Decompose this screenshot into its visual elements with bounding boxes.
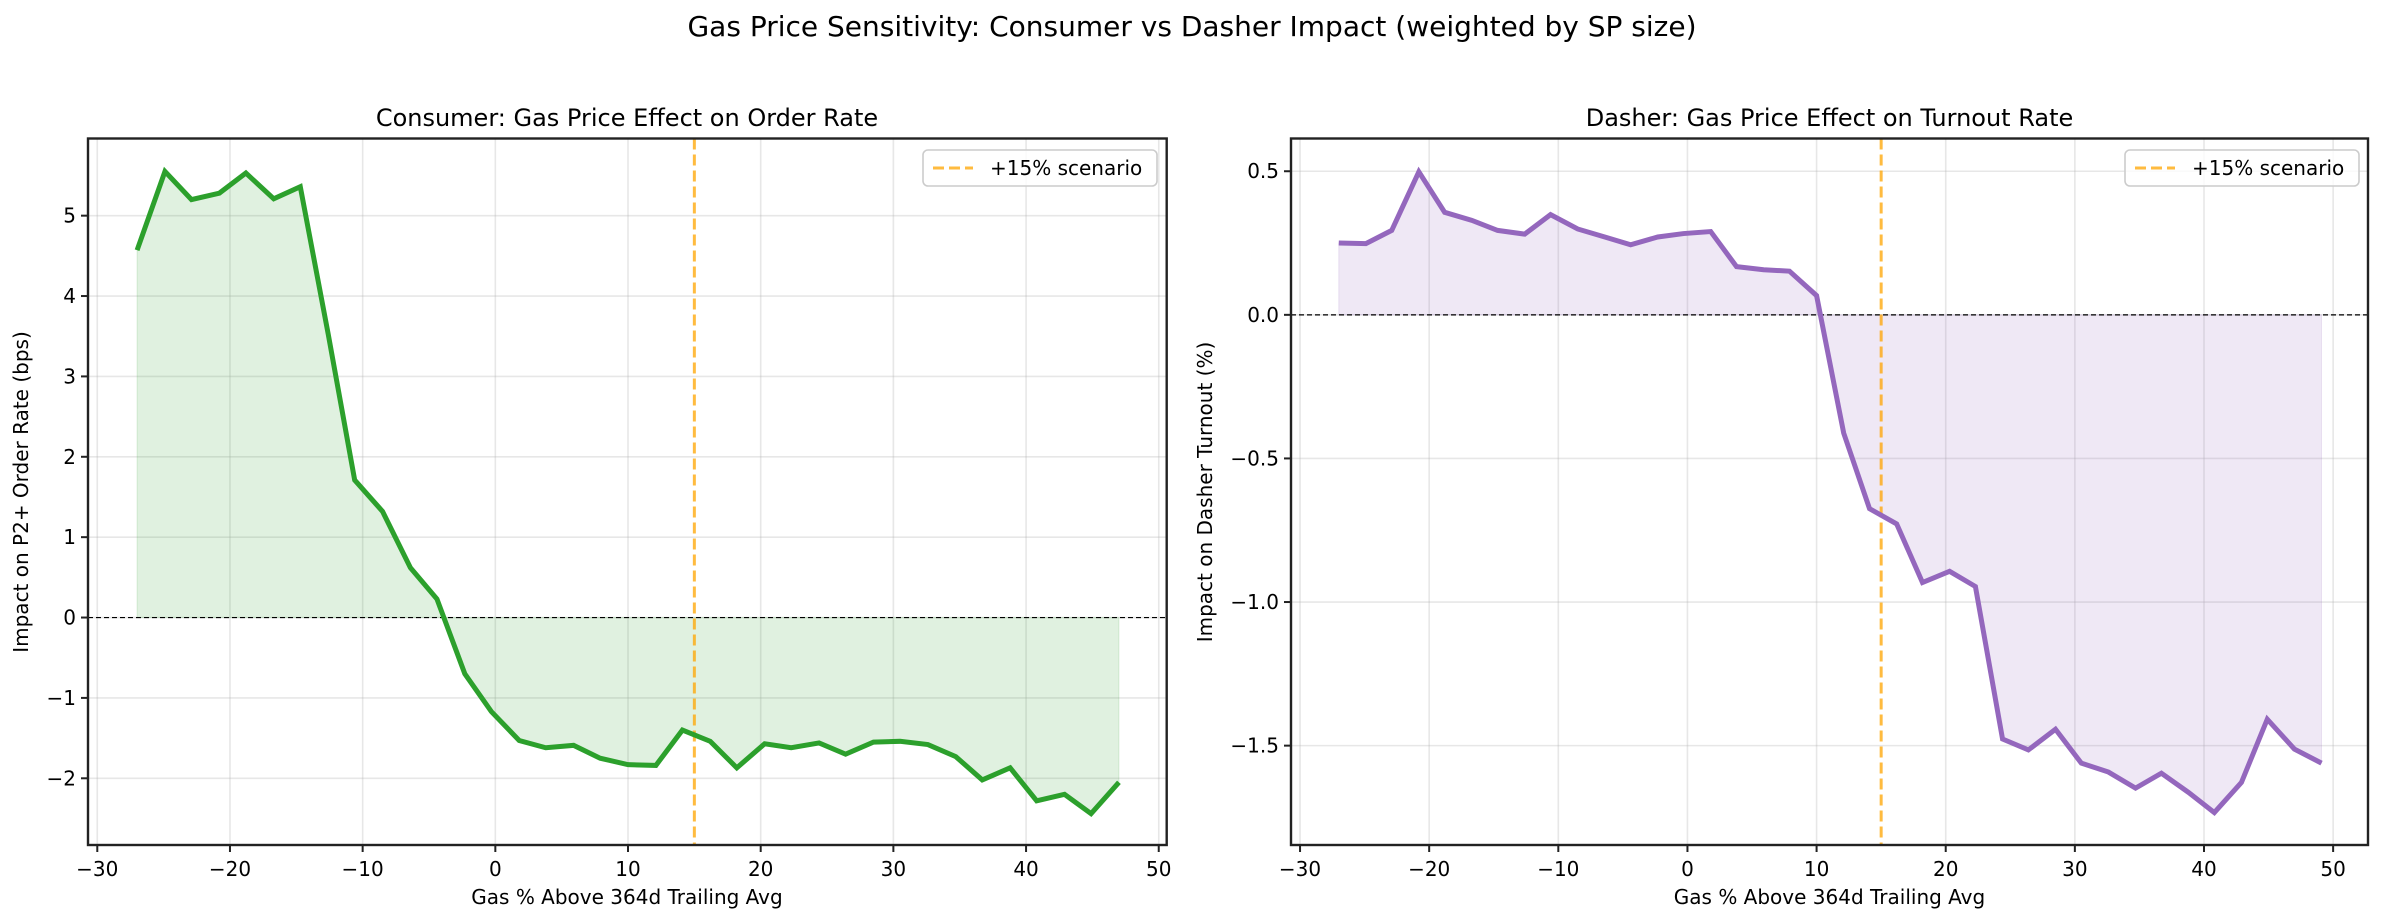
consumer-series-line [134, 166, 1121, 818]
dasher-fill-region [1338, 170, 2323, 814]
dasher-x-tick-label: −10 [1537, 857, 1579, 881]
dasher-x-tick-label: 20 [1933, 857, 1958, 881]
dasher-x-tick-label: 0 [1681, 857, 1694, 881]
consumer-legend-box [922, 149, 1158, 187]
dasher-series-line-group [1338, 166, 2323, 816]
consumer-x-tick-label: −20 [209, 857, 251, 881]
dasher-legend-label: +15% scenario [2192, 156, 2344, 180]
dasher-chart-panel: Dasher: Gas Price Effect on Turnout Rate… [1193, 104, 2370, 909]
consumer-series-line-group [134, 166, 1121, 818]
consumer-y-ticks: −2 −1 0 1 2 3 4 5 [47, 204, 88, 790]
dasher-x-axis-label: Gas % Above 364d Trailing Avg [1674, 885, 1985, 909]
consumer-x-tick-label: 20 [748, 857, 773, 881]
consumer-y-axis-label: Impact on P2+ Order Rate (bps) [9, 331, 33, 653]
dasher-fill-area [1338, 170, 2323, 814]
figure-suptitle: Gas Price Sensitivity: Consumer vs Dashe… [687, 10, 1696, 43]
consumer-x-tick-label: −10 [342, 857, 384, 881]
dasher-x-tick-label: 40 [2191, 857, 2216, 881]
consumer-y-tick-label: −2 [47, 766, 76, 790]
consumer-y-tick-label: 0 [63, 606, 76, 630]
consumer-y-tick-label: 3 [63, 364, 76, 388]
dasher-series-line [1338, 166, 2323, 816]
consumer-y-tick-label: 5 [63, 204, 76, 228]
dasher-chart-title: Dasher: Gas Price Effect on Turnout Rate [1586, 104, 2074, 132]
consumer-x-axis-label: Gas % Above 364d Trailing Avg [471, 885, 782, 909]
consumer-x-tick-label: −30 [76, 857, 118, 881]
consumer-x-tick-label: 30 [881, 857, 906, 881]
dasher-y-tick-label: −1.5 [1230, 734, 1279, 758]
dasher-axes-frame [1289, 137, 2370, 847]
dasher-legend-box [2124, 149, 2360, 187]
consumer-chart-panel: Consumer: Gas Price Effect on Order Rate… [9, 104, 1171, 909]
consumer-y-tick-label: −1 [47, 686, 76, 710]
consumer-x-ticks: −30 −20 −10 0 10 20 30 40 50 [76, 845, 1171, 881]
consumer-x-tick-label: 10 [615, 857, 640, 881]
consumer-x-tick-label: 50 [1146, 857, 1171, 881]
dasher-y-tick-label: −0.5 [1230, 446, 1279, 470]
dasher-x-tick-label: −20 [1408, 857, 1450, 881]
consumer-y-tick-label: 4 [63, 284, 76, 308]
dasher-y-ticks: −1.5 −1.0 −0.5 0.0 0.5 [1230, 159, 1291, 758]
consumer-y-tick-label: 2 [63, 445, 76, 469]
dasher-x-tick-label: 10 [1804, 857, 1829, 881]
consumer-legend-label: +15% scenario [990, 156, 1142, 180]
dasher-x-tick-label: −30 [1279, 857, 1321, 881]
consumer-x-tick-label: 0 [489, 857, 502, 881]
consumer-legend: +15% scenario [922, 149, 1158, 187]
consumer-x-tick-label: 40 [1013, 857, 1038, 881]
dasher-x-ticks: −30 −20 −10 0 10 20 30 40 50 [1279, 845, 2346, 881]
dasher-legend: +15% scenario [2124, 149, 2360, 187]
dasher-y-tick-label: 0.5 [1247, 159, 1279, 183]
dasher-y-axis-label: Impact on Dasher Turnout (%) [1193, 342, 1217, 643]
dasher-x-tick-label: 50 [2320, 857, 2345, 881]
dasher-y-tick-label: 0.0 [1247, 303, 1279, 327]
consumer-y-tick-label: 1 [63, 525, 76, 549]
dasher-x-tick-label: 30 [2062, 857, 2087, 881]
dasher-y-tick-label: −1.0 [1230, 590, 1279, 614]
dasher-axes-border [1289, 137, 2370, 847]
consumer-chart-title: Consumer: Gas Price Effect on Order Rate [376, 104, 878, 132]
